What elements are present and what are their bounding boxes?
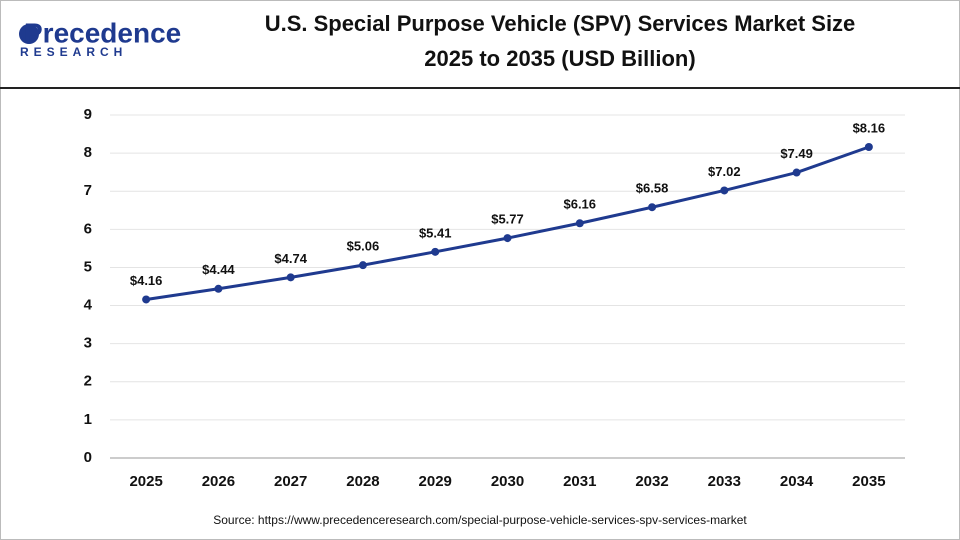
- x-tick-label: 2035: [852, 473, 885, 490]
- logo-name: Precedence: [24, 17, 181, 48]
- x-tick-label: 2030: [491, 473, 524, 490]
- data-label: $6.58: [636, 181, 669, 196]
- x-tick-label: 2034: [780, 473, 814, 490]
- data-point: [864, 143, 873, 152]
- logo-tagline: RESEARCH: [20, 45, 127, 59]
- x-tick-label: 2025: [129, 473, 162, 490]
- data-label: $8.16: [853, 120, 886, 135]
- logo-mark: [19, 24, 39, 44]
- y-tick-label: 2: [84, 373, 92, 390]
- y-tick-label: 5: [84, 258, 92, 275]
- data-point: [720, 186, 729, 195]
- y-tick-label: 0: [84, 449, 92, 466]
- data-label: $7.49: [780, 146, 813, 161]
- data-point: [575, 219, 584, 228]
- data-label: $7.02: [708, 164, 741, 179]
- chart-title: 2025 to 2035 (USD Billion): [424, 46, 695, 71]
- data-point: [648, 203, 657, 212]
- data-label: $6.16: [563, 197, 596, 212]
- data-label: $5.41: [419, 225, 452, 240]
- data-label: $4.16: [130, 273, 163, 288]
- chart-title: U.S. Special Purpose Vehicle (SPV) Servi…: [265, 11, 856, 36]
- x-tick-label: 2033: [708, 473, 741, 490]
- data-label: $5.06: [347, 239, 380, 254]
- data-label: $5.77: [491, 212, 524, 227]
- x-tick-label: 2029: [419, 473, 452, 490]
- y-tick-label: 8: [84, 144, 92, 161]
- x-tick-label: 2027: [274, 473, 307, 490]
- source: Source: https://www.precedenceresearch.c…: [213, 513, 747, 527]
- x-tick-label: 2026: [202, 473, 235, 490]
- data-point: [792, 168, 801, 177]
- y-tick-label: 9: [84, 106, 92, 123]
- data-point: [431, 247, 440, 256]
- y-tick-label: 6: [84, 220, 92, 237]
- data-label: $4.44: [202, 262, 235, 277]
- data-point: [214, 284, 223, 293]
- y-tick-label: 1: [84, 411, 92, 428]
- y-tick-label: 7: [84, 182, 92, 199]
- x-tick-label: 2031: [563, 473, 596, 490]
- x-tick-label: 2032: [635, 473, 668, 490]
- data-point: [142, 295, 151, 304]
- x-tick-label: 2028: [346, 473, 379, 490]
- data-point: [286, 273, 295, 282]
- data-label: $4.74: [274, 251, 307, 266]
- y-tick-label: 4: [84, 297, 93, 314]
- y-tick-label: 3: [84, 335, 92, 352]
- data-point: [358, 261, 367, 270]
- data-point: [503, 234, 512, 243]
